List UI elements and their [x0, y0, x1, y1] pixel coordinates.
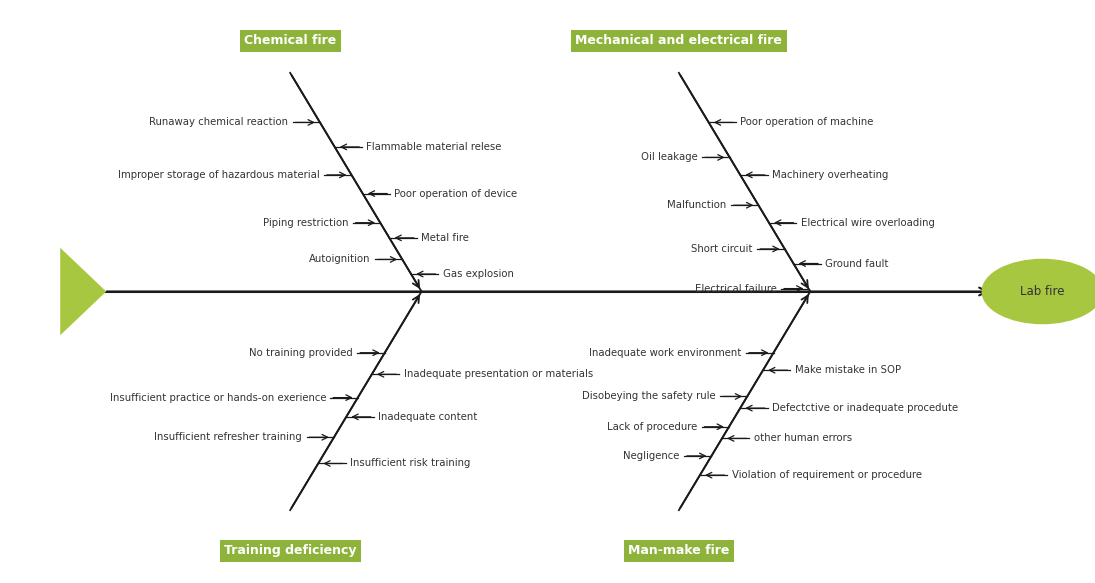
Text: Inadequate content: Inadequate content [378, 412, 477, 422]
Text: No training provided: No training provided [250, 347, 353, 358]
Text: Oil leakage: Oil leakage [642, 152, 698, 163]
Text: Malfunction: Malfunction [668, 200, 727, 210]
Text: Flammable material relese: Flammable material relese [367, 142, 502, 152]
Polygon shape [60, 248, 106, 335]
Text: Insufficient risk training: Insufficient risk training [350, 458, 471, 469]
Text: Disobeying the safety rule: Disobeying the safety rule [581, 391, 715, 402]
Text: Poor operation of machine: Poor operation of machine [740, 117, 874, 128]
Text: Lack of procedure: Lack of procedure [607, 422, 698, 432]
Text: Negligence: Negligence [623, 451, 680, 461]
Text: Electrical wire overloading: Electrical wire overloading [800, 217, 935, 228]
Text: Make mistake in SOP: Make mistake in SOP [795, 365, 901, 375]
Text: Insufficient practice or hands-on exerience: Insufficient practice or hands-on exerie… [110, 392, 326, 403]
Text: Runaway chemical reaction: Runaway chemical reaction [149, 117, 288, 128]
Text: Ground fault: Ground fault [826, 258, 889, 269]
Text: Insufficient refresher training: Insufficient refresher training [154, 432, 302, 442]
Text: Inadequate presentation or materials: Inadequate presentation or materials [404, 369, 592, 380]
Text: Violation of requirement or procedure: Violation of requirement or procedure [731, 470, 922, 480]
Text: other human errors: other human errors [753, 433, 852, 444]
Text: Mechanical and electrical fire: Mechanical and electrical fire [576, 34, 782, 47]
Circle shape [982, 259, 1095, 324]
Text: Improper storage of hazardous material: Improper storage of hazardous material [118, 170, 320, 180]
Text: Poor operation of device: Poor operation of device [394, 188, 518, 199]
Text: Machinery overheating: Machinery overheating [772, 170, 888, 180]
Text: Gas explosion: Gas explosion [442, 269, 514, 279]
Text: Electrical failure: Electrical failure [695, 283, 776, 294]
Text: Inadequate work environment: Inadequate work environment [589, 347, 741, 358]
Text: Piping restriction: Piping restriction [263, 217, 348, 228]
Text: Training deficiency: Training deficiency [223, 545, 357, 557]
Text: Defectctive or inadequate procedute: Defectctive or inadequate procedute [772, 403, 958, 413]
Text: Man-make fire: Man-make fire [629, 545, 729, 557]
Text: Autoignition: Autoignition [309, 254, 370, 265]
Text: Short circuit: Short circuit [691, 244, 753, 254]
Text: Lab fire: Lab fire [1021, 285, 1064, 298]
Text: Metal fire: Metal fire [422, 233, 469, 243]
Text: Chemical fire: Chemical fire [244, 34, 336, 47]
